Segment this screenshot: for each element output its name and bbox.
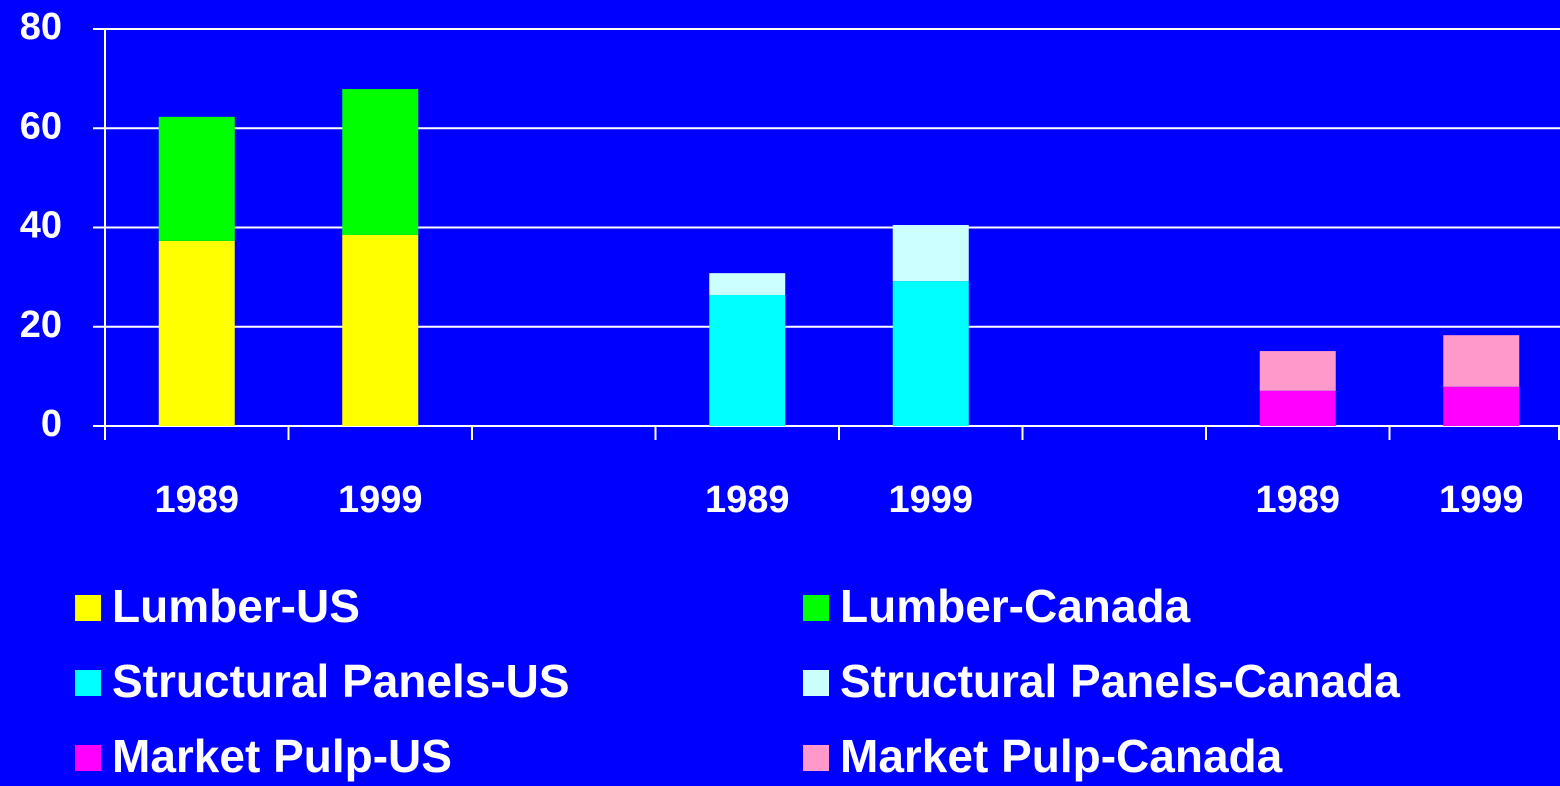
bar-segment <box>158 116 235 241</box>
x-tick-label: 1989 <box>705 479 790 521</box>
bar-segment <box>892 281 969 426</box>
bar-segment <box>1443 386 1520 426</box>
legend-swatch <box>75 745 101 771</box>
legend-swatch <box>75 670 101 696</box>
y-tick-label: 80 <box>20 6 62 48</box>
bar-segment <box>709 294 786 426</box>
legend-label: Lumber-US <box>112 580 360 632</box>
legend-swatch <box>803 595 829 621</box>
y-tick-label: 40 <box>20 205 62 247</box>
legend-label: Structural Panels-Canada <box>840 655 1400 707</box>
bar-segment <box>892 225 969 282</box>
legend-swatch <box>803 745 829 771</box>
x-tick-label: 1989 <box>154 479 239 521</box>
legend-label: Lumber-Canada <box>840 580 1191 632</box>
legend-swatch <box>75 595 101 621</box>
x-tick-label: 1989 <box>1255 479 1340 521</box>
bar-segment <box>1259 390 1336 426</box>
y-tick-label: 20 <box>20 304 62 346</box>
legend-label: Structural Panels-US <box>112 655 570 707</box>
x-tick-label: 1999 <box>1439 479 1524 521</box>
y-tick-label: 0 <box>41 403 62 445</box>
bar-segment <box>1443 335 1520 387</box>
legend-swatch <box>803 670 829 696</box>
bar-segment <box>342 89 419 235</box>
x-tick-label: 1999 <box>888 479 973 521</box>
bar-segment <box>158 240 235 426</box>
x-tick-label: 1999 <box>338 479 423 521</box>
legend-label: Market Pulp-Canada <box>840 730 1283 782</box>
bar-segment <box>1259 351 1336 391</box>
legend-label: Market Pulp-US <box>112 730 452 782</box>
y-tick-label: 60 <box>20 105 62 147</box>
bar-segment <box>342 234 419 426</box>
bar-segment <box>709 273 786 295</box>
